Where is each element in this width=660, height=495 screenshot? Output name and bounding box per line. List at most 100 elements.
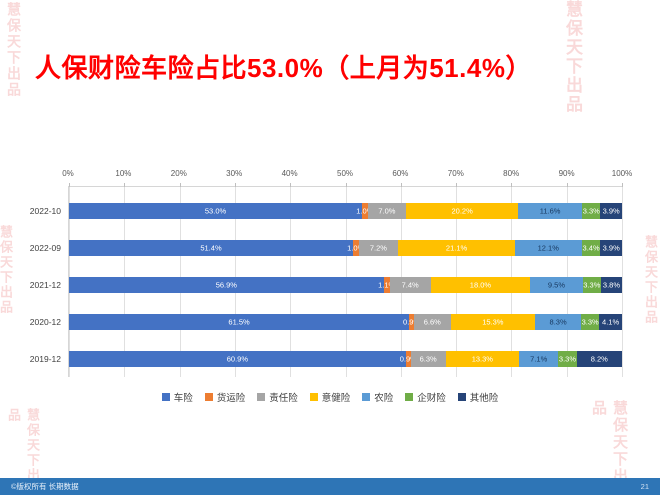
- chart: 0% 10% 20% 30% 40% 50% 60% 70% 80% 90% 100% 2022-1…: [30, 169, 632, 377]
- legend-swatch: [309, 393, 318, 401]
- watermark: 慧保天下出品: [643, 235, 658, 325]
- legend-label: 企财险: [417, 393, 446, 404]
- bar-row: 60.9% 0.9% 6.3% 13.3% 7.1% 3.3% 8.2%: [69, 351, 622, 367]
- data-label: 3.3%: [582, 206, 600, 216]
- axis-tickmark: [400, 183, 402, 187]
- axis-tick-label: 50%: [336, 169, 354, 178]
- bar-segment-责任险: 6.6%: [414, 314, 451, 330]
- page-number: 21: [640, 482, 649, 491]
- bar-segment-意健险: 21.1%: [398, 240, 515, 256]
- bar-segment-车险: 61.5%: [69, 314, 410, 330]
- bar-row: 61.5% 0.9% 6.6% 15.3% 8.3% 3.3% 4.1%: [69, 314, 622, 330]
- data-label: 6.6%: [423, 317, 441, 327]
- bar-segment-其他险: 8.2%: [576, 351, 622, 367]
- bar-segment-意健险: 18.0%: [430, 277, 531, 293]
- legend-label: 车险: [173, 393, 193, 404]
- axis-tickmark: [69, 183, 70, 187]
- bar-segment-企财险: 3.3%: [582, 203, 601, 219]
- data-label: 53.0%: [204, 206, 227, 216]
- legend-item-意健险: 意健险: [309, 390, 351, 404]
- legend-label: 货运险: [216, 393, 246, 404]
- data-label: 12.1%: [537, 243, 559, 253]
- bar-segment-意健险: 20.2%: [406, 203, 518, 219]
- watermark: 慧保天下出品: [0, 225, 13, 315]
- legend-swatch: [405, 393, 414, 401]
- axis-tick-label: 10%: [115, 169, 132, 178]
- legend-item-企财险: 企财险: [405, 390, 446, 404]
- legend-swatch: [457, 393, 466, 401]
- bar-segment-车险: 51.4%: [69, 240, 353, 256]
- data-label: 7.0%: [378, 206, 396, 216]
- bar-segment-企财险: 3.3%: [558, 351, 577, 367]
- bar-segment-车险: 53.0%: [69, 203, 363, 219]
- axis-tickmark: [290, 183, 292, 187]
- axis-tick-label: 100%: [611, 169, 633, 178]
- bar-segment-车险: 56.9%: [69, 277, 384, 293]
- category-label: 2019-12: [29, 354, 61, 364]
- legend-item-责任险: 责任险: [257, 390, 298, 404]
- legend-swatch: [257, 393, 266, 401]
- data-label: 7.1%: [530, 354, 548, 364]
- bar-segment-农险: 12.1%: [514, 240, 582, 256]
- bar-segment-企财险: 3.3%: [581, 314, 600, 330]
- axis-tick-label: 40%: [281, 169, 298, 178]
- legend-item-其他险: 其他险: [457, 390, 498, 404]
- axis-tick-label: 60%: [392, 169, 409, 178]
- axis-tickmark: [345, 183, 347, 187]
- data-label: 9.5%: [547, 280, 566, 290]
- data-label: 6.3%: [419, 354, 437, 364]
- legend-label: 农险: [374, 393, 394, 404]
- bar-segment-农险: 8.3%: [535, 314, 582, 330]
- bar-segment-责任险: 7.0%: [367, 203, 407, 219]
- data-label: 3.9%: [602, 243, 620, 253]
- bar-segment-意健险: 15.3%: [450, 314, 536, 330]
- bar-segment-其他险: 3.9%: [600, 203, 622, 219]
- category-label: 2021-12: [29, 280, 61, 290]
- data-label: 61.5%: [228, 317, 250, 327]
- bar-segment-其他险: 4.1%: [599, 314, 622, 330]
- legend: 车险 货运险 责任险 意健险 农险 企财险 其他险: [0, 390, 660, 404]
- bar-segment-责任险: 7.2%: [358, 240, 399, 256]
- gridline: [622, 187, 623, 377]
- axis-tickmark: [566, 183, 568, 187]
- bar-segment-企财险: 3.4%: [581, 240, 601, 256]
- data-label: 3.4%: [582, 243, 600, 253]
- data-label: 20.2%: [451, 206, 473, 216]
- legend-item-车险: 车险: [161, 390, 193, 404]
- data-label: 8.3%: [549, 317, 567, 327]
- data-label: 15.3%: [482, 317, 504, 327]
- legend-label: 责任险: [269, 393, 298, 404]
- data-label: 13.3%: [471, 354, 493, 364]
- legend-label: 意健险: [321, 393, 351, 404]
- bar-segment-企财险: 3.3%: [582, 277, 601, 293]
- data-label: 21.1%: [445, 243, 468, 253]
- bar-segment-农险: 7.1%: [519, 351, 559, 367]
- bar-row: 53.0% 1.0% 7.0% 20.2% 11.6% 3.3% 3.9%: [69, 203, 622, 219]
- bar-segment-车险: 60.9%: [69, 351, 406, 367]
- bar-segment-农险: 11.6%: [518, 203, 583, 219]
- data-label: 7.4%: [401, 280, 419, 290]
- axis-tickmark: [511, 183, 513, 187]
- axis-tick-label: 0%: [62, 169, 74, 178]
- data-label: 56.9%: [215, 280, 237, 290]
- watermark: 慧保天下出品: [6, 2, 22, 98]
- category-label: 2020-12: [29, 317, 61, 327]
- plot-area: 2022-10 53.0% 1.0% 7.0% 20.2% 11.6% 3.3% 3.9% 20…: [30, 183, 623, 377]
- legend-swatch: [362, 393, 371, 401]
- bar-segment-责任险: 6.3%: [410, 351, 446, 367]
- data-label: 3.8%: [602, 280, 621, 290]
- legend-swatch: [161, 393, 170, 401]
- bar-segment-其他险: 3.8%: [600, 277, 622, 293]
- copyright-text: ©版权所有 长期数据: [11, 482, 79, 491]
- page-title: 人保财险车险占比53.0%（上月为51.4%）: [35, 53, 532, 83]
- category-label: 2022-09: [29, 243, 61, 253]
- axis-tickmark: [234, 183, 236, 187]
- data-label: 11.6%: [539, 206, 561, 216]
- axis-tickmark: [622, 183, 623, 187]
- data-label: 51.4%: [200, 243, 222, 253]
- axis-tickmark: [124, 183, 126, 187]
- x-axis: 0% 10% 20% 30% 40% 50% 60% 70% 80% 90% 100%: [62, 169, 632, 182]
- axis-tick-label: 90%: [558, 169, 575, 178]
- bar-segment-其他险: 3.9%: [600, 240, 623, 256]
- legend-item-农险: 农险: [362, 390, 393, 404]
